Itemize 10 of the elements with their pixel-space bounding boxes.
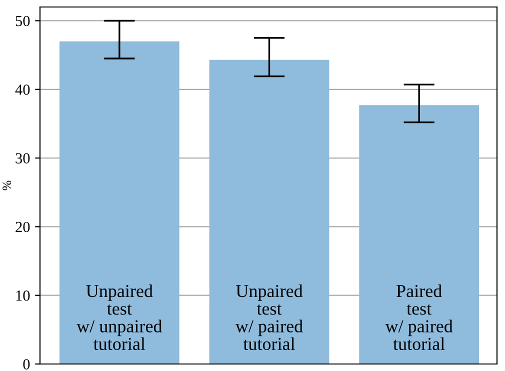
- y-tick-label: 10: [16, 290, 30, 301]
- y-axis-title: %: [2, 180, 12, 190]
- x-tick-label: Paired test w/ paired tutorial: [385, 284, 453, 350]
- y-tick-label: 40: [15, 84, 30, 95]
- y-tick-label: 0: [23, 359, 30, 370]
- y-tick-label: 20: [16, 222, 30, 232]
- x-tick-label: Unpaired test w/ unpaired tutorial: [76, 284, 162, 350]
- y-tick-label: 50: [16, 16, 30, 26]
- y-tick-label: 30: [16, 153, 30, 164]
- x-tick-label: Unpaired test w/ paired tutorial: [235, 284, 303, 350]
